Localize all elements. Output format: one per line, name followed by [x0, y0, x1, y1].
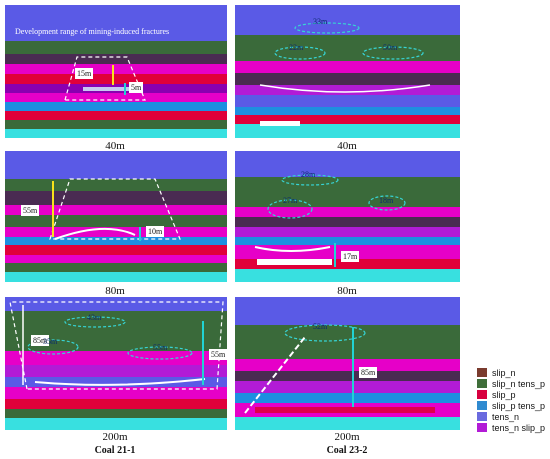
zone-label: 50m [383, 43, 398, 52]
zone-label: 35m [43, 337, 58, 346]
legend-swatch [477, 412, 487, 421]
caption: 80m [105, 285, 125, 297]
legend-label: slip_p tens_p [492, 400, 546, 411]
zone-label: 27m [283, 196, 298, 205]
legend-label: slip_p [492, 389, 516, 400]
zone-label: 43m [87, 313, 102, 322]
panel-coal21-200m: 85m 43m 35m 55m 55m [5, 297, 227, 430]
height-label: 5m [129, 82, 144, 93]
zone-label: 28m [301, 170, 316, 179]
legend-item: slip_n tens_p [477, 378, 545, 389]
zone-label: 18m [379, 196, 394, 205]
height-label: 10m [146, 226, 165, 237]
height-label: 15m [75, 68, 94, 79]
legend-label: slip_n [492, 367, 516, 378]
legend-item: slip_p [477, 389, 545, 400]
caption: 80m [337, 285, 357, 297]
legend-swatch [477, 390, 487, 399]
legend-swatch [477, 401, 487, 410]
height-label: 17m [341, 251, 360, 262]
panel-coal21-40m: Development range of mining-induced frac… [5, 5, 227, 138]
height-label: 85m [359, 367, 378, 378]
legend-item: slip_p tens_p [477, 400, 545, 411]
legend-item: tens_n slip_p [477, 422, 545, 433]
column-title: Coal 21-1 [94, 445, 136, 456]
strata-model [235, 151, 460, 282]
legend-label: tens_n [492, 411, 520, 422]
legend-item: slip_n [477, 367, 545, 378]
height-label: 85m [31, 335, 50, 346]
strata-model [5, 297, 227, 430]
zone-label: 33m [313, 17, 328, 26]
caption: 200m [102, 431, 128, 443]
zone-label: 52m [313, 322, 328, 331]
caption: 40m [105, 140, 125, 152]
panel-coal23-80m: 28m 27m 18m 17m [235, 151, 460, 282]
strata-model [235, 5, 460, 138]
strata-model [235, 297, 460, 430]
legend-swatch [477, 423, 487, 432]
strata-model [5, 5, 227, 138]
fracture-range-note: Development range of mining-induced frac… [15, 27, 170, 36]
legend: slip_n slip_n tens_p slip_p slip_p tens_… [477, 367, 545, 433]
zone-label: 55m [153, 343, 168, 352]
height-label: 55m [209, 349, 227, 360]
legend-label: tens_n slip_p [492, 422, 546, 433]
caption: 200m [334, 431, 360, 443]
panel-coal23-200m: 52m 85m [235, 297, 460, 430]
panel-coal21-80m: 55m 10m [5, 151, 227, 282]
panel-coal23-40m: 33m 22m 50m [235, 5, 460, 138]
caption: 40m [337, 140, 357, 152]
legend-swatch [477, 379, 487, 388]
legend-swatch [477, 368, 487, 377]
height-label: 55m [21, 205, 40, 216]
column-title: Coal 23-2 [326, 445, 368, 456]
zone-label: 22m [289, 43, 304, 52]
legend-item: tens_n [477, 411, 545, 422]
strata-model [5, 151, 227, 282]
legend-label: slip_n tens_p [492, 378, 546, 389]
